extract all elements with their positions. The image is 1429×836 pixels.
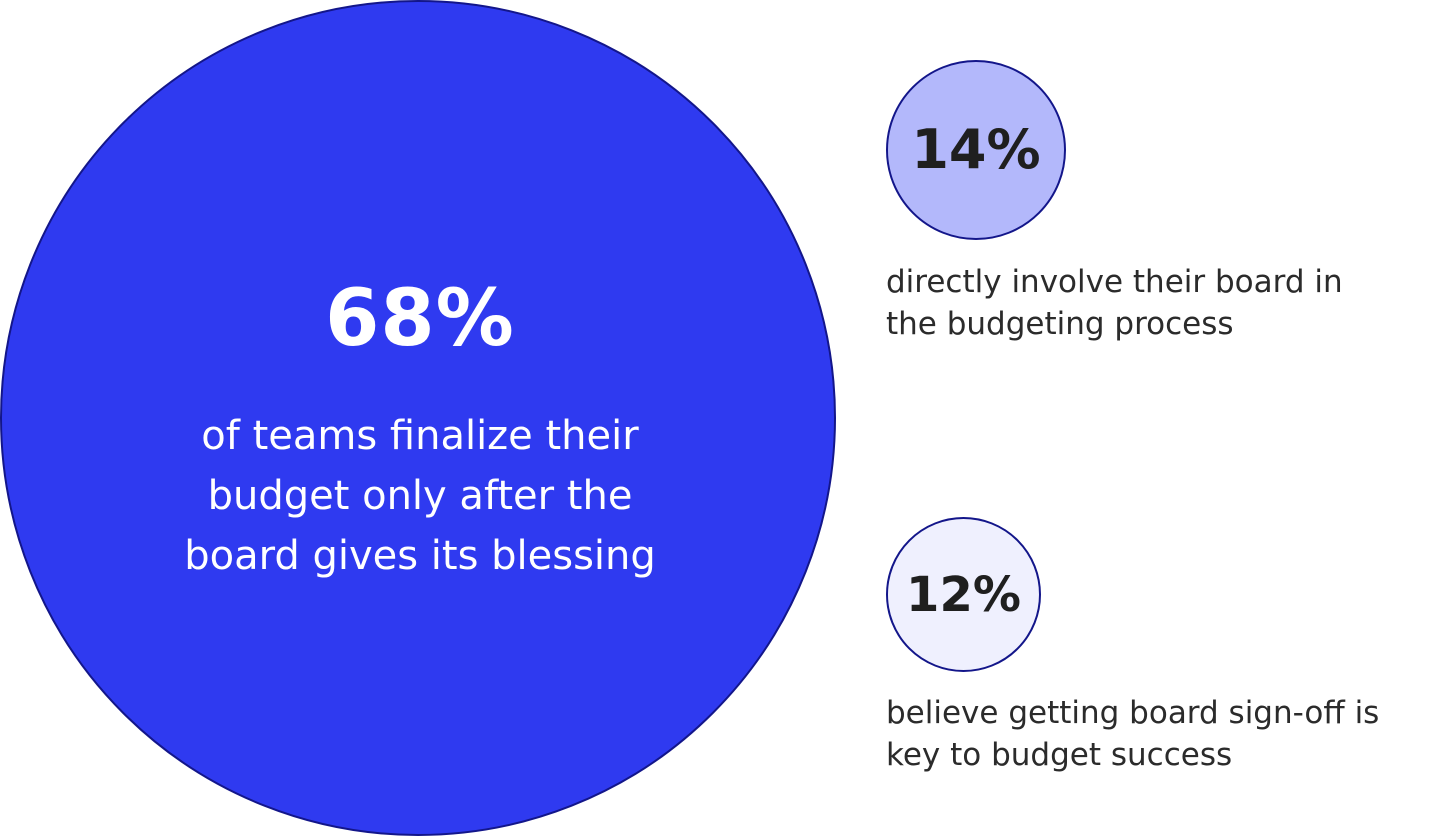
stat-description-line: budget only after the [207, 473, 633, 519]
stat-description-line: of teams finalize their [201, 413, 639, 459]
stat-bubble-14: 14% [886, 60, 1066, 240]
stat-description-line: board gives its blessing [184, 533, 656, 579]
stat-description-14: directly involve their board in the budg… [886, 261, 1426, 345]
stat-description-12: believe getting board sign-off is key to… [886, 692, 1426, 776]
stat-bubble-12: 12% [886, 517, 1041, 672]
stat-description-line: key to budget success [886, 737, 1233, 773]
stat-description-68: of teams finalize their budget only afte… [120, 406, 720, 586]
stat-bubble-68: 68% of teams finalize their budget only … [0, 0, 836, 836]
stat-value-12: 12% [906, 566, 1021, 623]
stat-value-14: 14% [911, 118, 1041, 181]
stat-description-line: believe getting board sign-off is [886, 695, 1380, 731]
stat-description-line: directly involve their board in [886, 264, 1343, 300]
stat-value-68: 68% [325, 274, 515, 364]
stat-description-line: the budgeting process [886, 306, 1234, 342]
